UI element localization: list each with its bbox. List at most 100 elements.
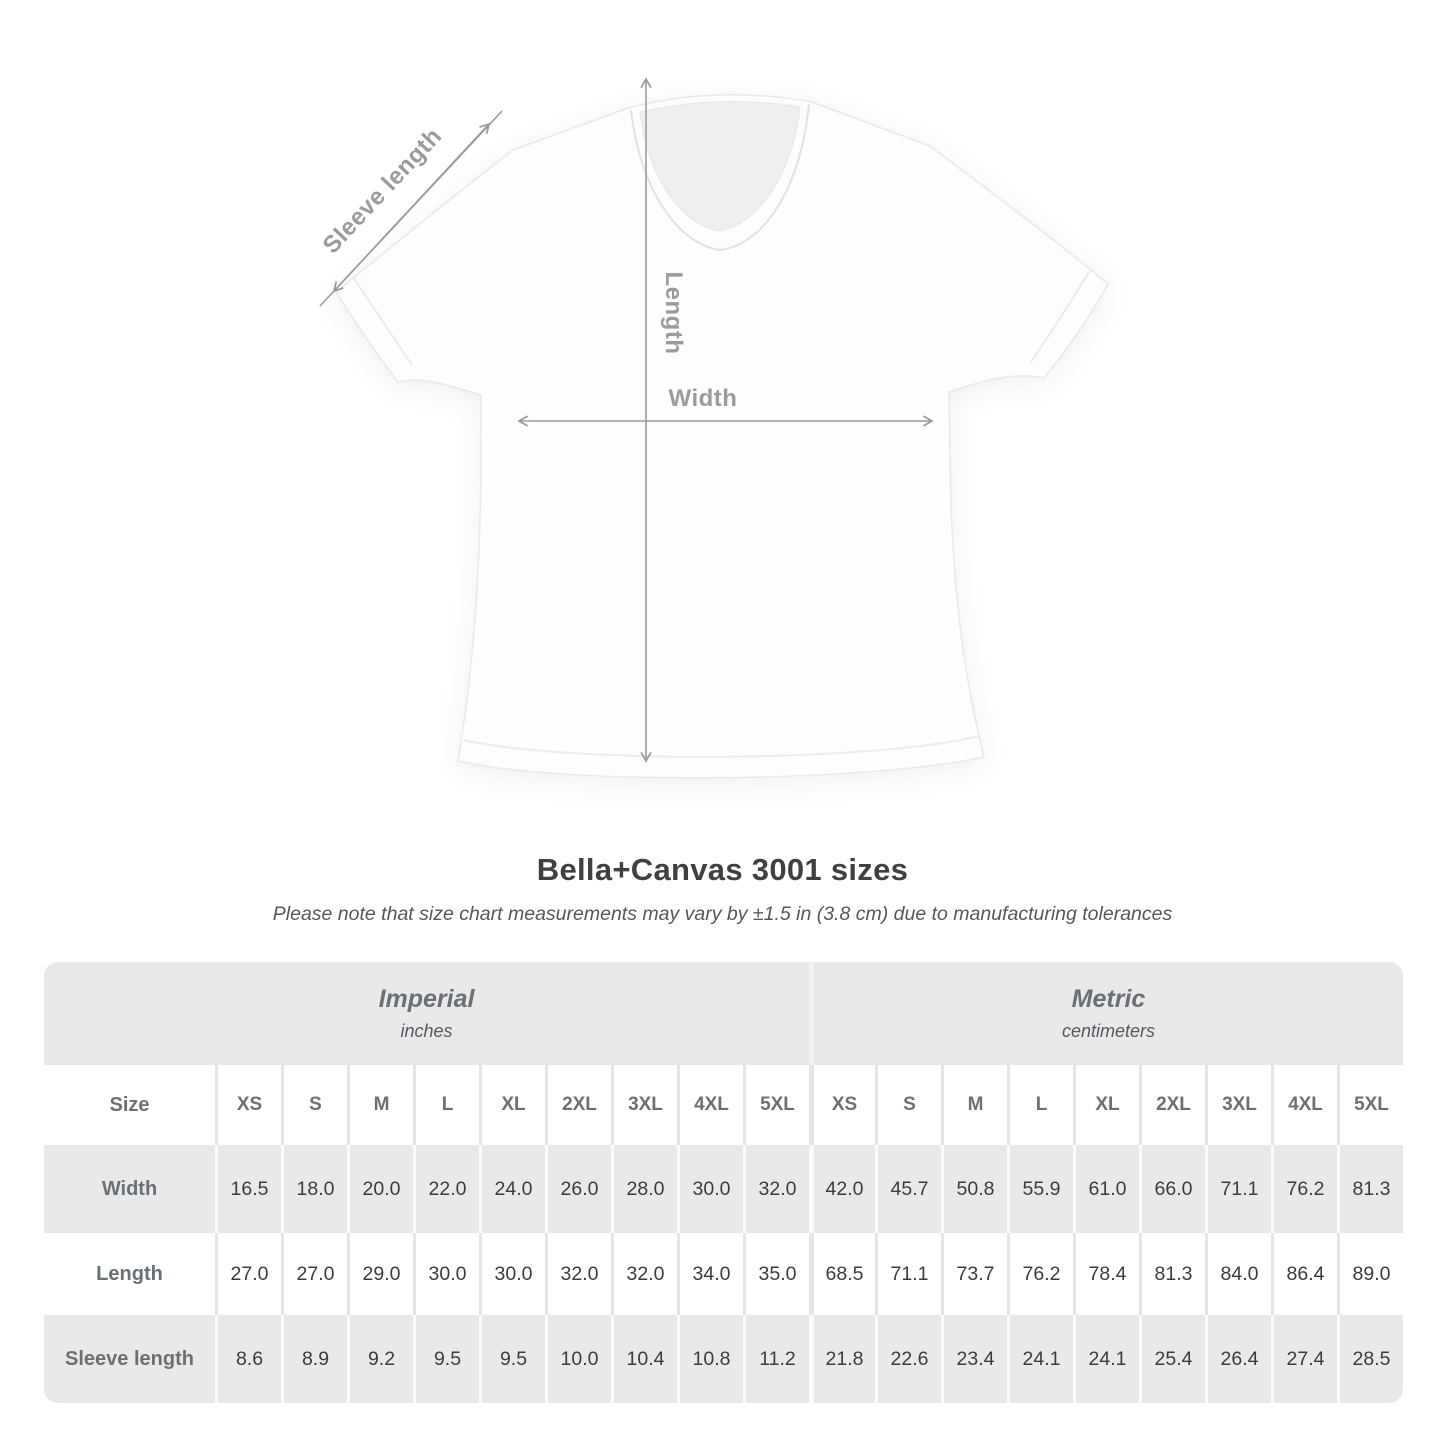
value-cell: 50.8 [941, 1145, 1007, 1233]
value-cell: 16.5 [215, 1145, 281, 1233]
value-cell: 24.1 [1073, 1315, 1139, 1403]
cuff-seam-right [1030, 271, 1090, 363]
page-subtitle: Please note that size chart measurements… [272, 903, 1173, 925]
value-cell: 8.9 [281, 1315, 347, 1403]
value-cell: 30.0 [413, 1233, 479, 1315]
size-header-metric-3xl: 3XL [1205, 1065, 1271, 1145]
size-header-imperial-5xl: 5XL [743, 1065, 809, 1145]
value-cell: 86.4 [1271, 1233, 1337, 1315]
value-cell: 30.0 [677, 1145, 743, 1233]
size-header-metric-s: S [875, 1065, 941, 1145]
metric-label: Metric [1071, 985, 1146, 1013]
value-cell: 25.4 [1139, 1315, 1205, 1403]
value-cell: 8.6 [215, 1315, 281, 1403]
value-cell: 21.8 [809, 1315, 875, 1403]
size-header-imperial-s: S [281, 1065, 347, 1145]
value-cell: 73.7 [941, 1233, 1007, 1315]
value-cell: 55.9 [1007, 1145, 1073, 1233]
value-cell: 24.1 [1007, 1315, 1073, 1403]
row-label: Length [44, 1233, 215, 1315]
hem-seam [462, 735, 980, 758]
size-header-imperial-l: L [413, 1065, 479, 1145]
page-title: Bella+Canvas 3001 sizes [536, 852, 909, 887]
size-header-row: Size XS S M L XL 2XL 3XL 4XL 5XL XS S M L XL 2XL 3XL 4XL… [44, 1065, 1403, 1145]
value-cell: 76.2 [1007, 1233, 1073, 1315]
neck-opening [639, 101, 801, 232]
value-cell: 28.0 [611, 1145, 677, 1233]
value-cell: 81.3 [1139, 1233, 1205, 1315]
value-cell: 30.0 [479, 1233, 545, 1315]
imperial-label: Imperial [378, 985, 475, 1013]
value-cell: 23.4 [941, 1315, 1007, 1403]
table-row-length: Length 27.0 27.0 29.0 30.0 30.0 32.0 32.0 34.0 35… [44, 1233, 1403, 1315]
table-row-sleeve-length: Sleeve length 8.6 8.9 9.2 9.5 9.5 10.0 10.4 10.8… [44, 1315, 1403, 1403]
size-header-metric-l: L [1007, 1065, 1073, 1145]
value-cell: 45.7 [875, 1145, 941, 1233]
value-cell: 10.4 [611, 1315, 677, 1403]
value-cell: 34.0 [677, 1233, 743, 1315]
size-header-metric-xl: XL [1073, 1065, 1139, 1145]
length-label: Length [660, 272, 687, 355]
value-cell: 26.4 [1205, 1315, 1271, 1403]
unit-header-metric: Metric centimeters [809, 962, 1403, 1065]
size-header-metric-m: M [941, 1065, 1007, 1145]
value-cell: 10.0 [545, 1315, 611, 1403]
size-table: Imperial inches Metric centimeters Size … [44, 962, 1403, 1403]
size-header-imperial-m: M [347, 1065, 413, 1145]
size-table-body: Imperial inches Metric centimeters Size … [44, 962, 1403, 1403]
value-cell: 26.0 [545, 1145, 611, 1233]
value-cell: 27.0 [281, 1233, 347, 1315]
row-label: Width [44, 1145, 215, 1233]
value-cell: 84.0 [1205, 1233, 1271, 1315]
size-header-imperial-3xl: 3XL [611, 1065, 677, 1145]
sleeve-length-arrow [319, 110, 503, 307]
value-cell: 20.0 [347, 1145, 413, 1233]
size-header-metric-xs: XS [809, 1065, 875, 1145]
value-cell: 29.0 [347, 1233, 413, 1315]
value-cell: 22.6 [875, 1315, 941, 1403]
value-cell: 22.0 [413, 1145, 479, 1233]
value-cell: 32.0 [611, 1233, 677, 1315]
value-cell: 81.3 [1337, 1145, 1403, 1233]
shirt-measurement-diagram: Sleeve length Length Width [318, 77, 1109, 779]
size-header-imperial-2xl: 2XL [545, 1065, 611, 1145]
value-cell: 32.0 [545, 1233, 611, 1315]
unit-header-imperial: Imperial inches [44, 962, 809, 1065]
value-cell: 9.5 [479, 1315, 545, 1403]
size-header-imperial-4xl: 4XL [677, 1065, 743, 1145]
value-cell: 11.2 [743, 1315, 809, 1403]
value-cell: 18.0 [281, 1145, 347, 1233]
value-cell: 27.4 [1271, 1315, 1337, 1403]
value-cell: 71.1 [1205, 1145, 1271, 1233]
table-row-width: Width 16.5 18.0 20.0 22.0 24.0 26.0 28.0 30.0 32.… [44, 1145, 1403, 1233]
value-cell: 10.8 [677, 1315, 743, 1403]
value-cell: 66.0 [1139, 1145, 1205, 1233]
value-cell: 71.1 [875, 1233, 941, 1315]
row-label: Sleeve length [44, 1315, 215, 1403]
size-header-imperial-xs: XS [215, 1065, 281, 1145]
value-cell: 28.5 [1337, 1315, 1403, 1403]
value-cell: 78.4 [1073, 1233, 1139, 1315]
value-cell: 9.2 [347, 1315, 413, 1403]
value-cell: 42.0 [809, 1145, 875, 1233]
value-cell: 27.0 [215, 1233, 281, 1315]
value-cell: 76.2 [1271, 1145, 1337, 1233]
size-header-metric-5xl: 5XL [1337, 1065, 1403, 1145]
value-cell: 89.0 [1337, 1233, 1403, 1315]
shirt-diagram-svg: Sleeve length Length Width [318, 77, 1109, 779]
unit-header-row: Imperial inches Metric centimeters [44, 962, 1403, 1065]
value-cell: 9.5 [413, 1315, 479, 1403]
value-cell: 68.5 [809, 1233, 875, 1315]
imperial-unit-label: inches [400, 1021, 453, 1041]
value-cell: 35.0 [743, 1233, 809, 1315]
width-label: Width [669, 385, 738, 412]
size-header-imperial-xl: XL [479, 1065, 545, 1145]
size-header-metric-4xl: 4XL [1271, 1065, 1337, 1145]
size-header-metric-2xl: 2XL [1139, 1065, 1205, 1145]
metric-unit-label: centimeters [1061, 1021, 1156, 1041]
value-cell: 61.0 [1073, 1145, 1139, 1233]
shirt-graphic [335, 94, 1109, 779]
value-cell: 32.0 [743, 1145, 809, 1233]
corner-size-label: Size [44, 1065, 215, 1145]
